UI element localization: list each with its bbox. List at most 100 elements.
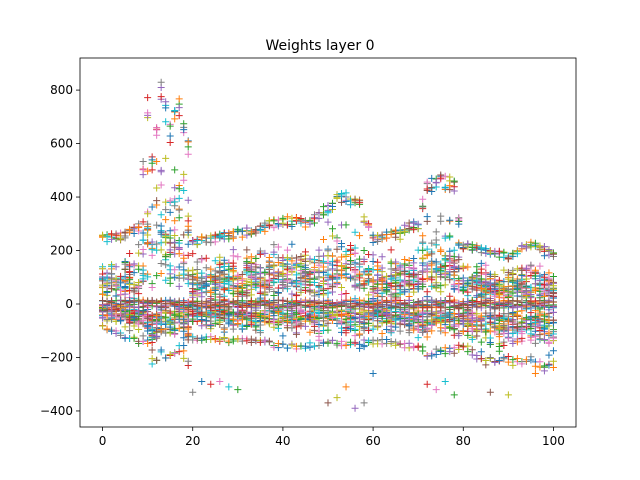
data-point [189, 250, 197, 258]
data-point [153, 221, 161, 229]
data-point [157, 259, 165, 267]
data-point [148, 246, 156, 254]
data-point [166, 274, 174, 282]
data-point [153, 332, 161, 340]
data-point [157, 346, 165, 354]
data-point [166, 208, 174, 216]
data-point [171, 184, 179, 192]
data-point [148, 284, 156, 292]
data-point [108, 270, 116, 278]
data-point [99, 322, 107, 330]
data-point [184, 325, 192, 333]
data-point [211, 231, 219, 239]
data-point [184, 138, 192, 146]
data-point [99, 296, 107, 304]
data-point [162, 276, 170, 284]
data-point [121, 323, 129, 331]
data-point [135, 265, 143, 273]
data-point [175, 214, 183, 222]
data-point [198, 256, 206, 264]
data-point [130, 334, 138, 342]
data-point [175, 324, 183, 332]
data-point [112, 282, 120, 290]
data-point [166, 138, 174, 146]
data-point [198, 299, 206, 307]
data-point [144, 339, 152, 347]
data-point [157, 246, 165, 254]
data-point [189, 273, 197, 281]
data-point [162, 232, 170, 240]
data-point [189, 298, 197, 306]
data-point [162, 154, 170, 162]
data-point [184, 357, 192, 365]
data-point [130, 281, 138, 289]
data-point [166, 122, 174, 130]
data-point [175, 104, 183, 112]
data-point [99, 284, 107, 292]
data-point [180, 342, 188, 350]
data-point [103, 280, 111, 288]
data-point [121, 265, 129, 273]
data-point [139, 229, 147, 237]
data-point [157, 93, 165, 101]
data-point [144, 322, 152, 330]
data-point [112, 275, 120, 283]
data-point [148, 238, 156, 246]
data-point [139, 317, 147, 325]
data-point [157, 270, 165, 278]
data-point [184, 251, 192, 259]
data-point [175, 112, 183, 120]
data-point [175, 263, 183, 271]
data-point [184, 150, 192, 158]
data-point [162, 206, 170, 214]
data-point [207, 265, 215, 273]
data-point [198, 334, 206, 342]
chart-title: Weights layer 0 [266, 38, 375, 54]
data-point [162, 354, 170, 362]
data-point [153, 240, 161, 248]
data-point [171, 217, 179, 225]
y-tick-label: 0 [65, 297, 73, 311]
data-point [216, 233, 224, 241]
data-point [202, 297, 210, 305]
data-point [144, 167, 152, 175]
data-point [162, 253, 170, 261]
y-tick-label: 400 [50, 190, 73, 204]
data-point [153, 157, 161, 165]
data-point [117, 331, 125, 339]
data-point [198, 315, 206, 323]
data-point [202, 281, 210, 289]
data-point [166, 262, 174, 270]
y-tick-label: −400 [40, 404, 73, 418]
data-point [144, 239, 152, 247]
y-tick-label: 800 [50, 83, 73, 97]
data-point [216, 335, 224, 343]
data-point [117, 317, 125, 325]
data-point [130, 229, 138, 237]
data-point [126, 249, 134, 257]
data-point [148, 325, 156, 333]
data-point [135, 278, 143, 286]
data-point [139, 166, 147, 174]
data-marks [99, 78, 557, 412]
data-point [117, 279, 125, 287]
data-point [180, 176, 188, 184]
data-point [193, 290, 201, 298]
data-point [126, 228, 134, 236]
data-point [117, 235, 125, 243]
data-point [171, 106, 179, 114]
data-point [135, 249, 143, 257]
data-point [180, 334, 188, 342]
data-point [139, 275, 147, 283]
data-point [211, 257, 219, 265]
data-point [130, 288, 138, 296]
data-point [198, 284, 206, 292]
x-tick-label: 80 [456, 434, 471, 448]
data-point [216, 269, 224, 277]
data-point [162, 98, 170, 106]
data-point [153, 184, 161, 192]
data-point [184, 271, 192, 279]
x-tick-label: 60 [365, 434, 380, 448]
data-point [171, 330, 179, 338]
data-point [216, 318, 224, 326]
